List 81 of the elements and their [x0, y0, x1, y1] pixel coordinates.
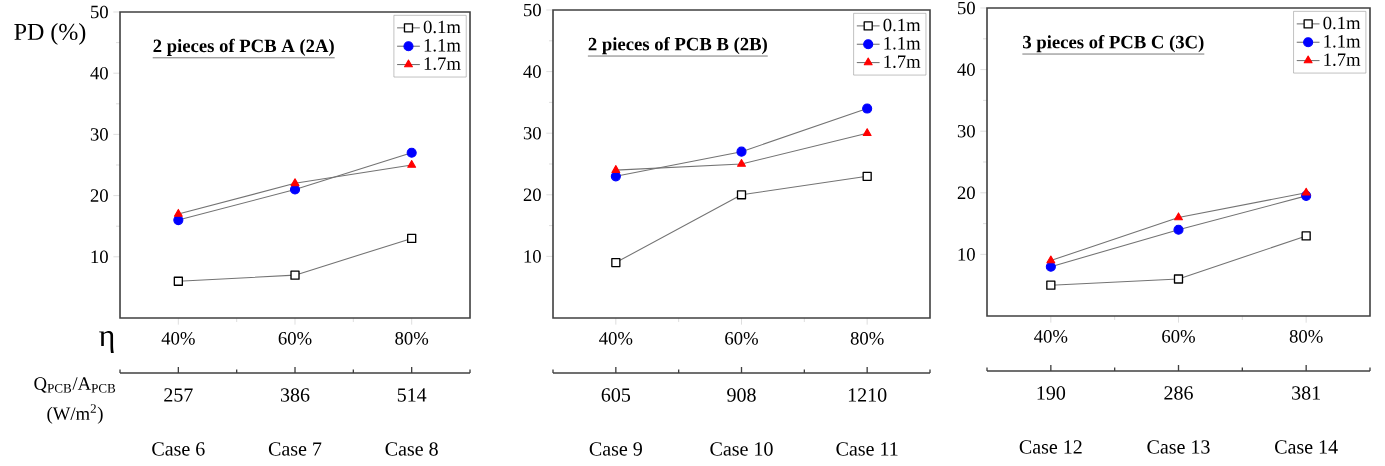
y-tick-label: 40 [523, 65, 541, 78]
y-tick-label: 30 [957, 124, 975, 138]
legend-label: 1.7m [1324, 53, 1361, 67]
text: Case 11 [836, 442, 898, 456]
text: Case 8 [385, 442, 438, 456]
legend-label: 1.7m [424, 57, 461, 70]
legend-label: 1.7m [884, 55, 921, 69]
text: 1210 [848, 388, 887, 402]
text: 908 [727, 388, 756, 402]
y-tick-label: 40 [957, 63, 975, 76]
point [1301, 231, 1311, 241]
y-tick-label: 30 [523, 126, 541, 140]
x-tick-label: 60% [725, 332, 758, 345]
x-tick-label: 80% [850, 332, 884, 345]
point [173, 208, 183, 217]
point [1174, 212, 1183, 221]
x-tick-label: 40% [599, 332, 633, 345]
x-tick-label: 80% [395, 332, 429, 345]
y-tick-label: 10 [524, 250, 541, 263]
point [1173, 274, 1184, 284]
text: 2 pieces of PCB B (2B) [588, 37, 767, 55]
x-tick-label: 80% [1289, 330, 1323, 343]
y-tick-label: 20 [523, 188, 541, 202]
text: 605 [601, 388, 631, 402]
y-tick-label: 50 [958, 1, 975, 15]
point [611, 165, 621, 173]
x-tick-label: 60% [1162, 330, 1195, 343]
point [737, 158, 746, 167]
y-tick-label: 30 [90, 128, 108, 141]
text: Case 13 [1147, 440, 1210, 454]
point [1301, 187, 1311, 196]
text: (W/m$^{2}$) [47, 404, 103, 424]
text: Case 9 [589, 442, 642, 456]
point [862, 171, 872, 181]
text: 381 [1292, 386, 1320, 400]
x-tick-label: 40% [1034, 330, 1068, 343]
point [862, 128, 872, 136]
text: 257 [164, 388, 193, 402]
point [173, 276, 184, 286]
point [862, 103, 873, 114]
text: 190 [1037, 386, 1066, 400]
y-axis-title: PD (%) [14, 23, 86, 45]
legend-label: 0.1m [1323, 16, 1361, 30]
text: 386 [280, 388, 310, 402]
legend-label: 0.1m [423, 20, 461, 34]
point [1046, 280, 1056, 290]
text: 2 pieces of PCB A (2A) [153, 38, 334, 56]
text: Case 10 [710, 442, 773, 456]
point [736, 190, 747, 200]
legend-label: 0.1m [883, 18, 921, 32]
point [406, 147, 417, 158]
y-tick-label: 20 [957, 186, 975, 200]
text: 514 [397, 388, 427, 402]
x-tick-label: 40% [161, 332, 195, 345]
legend-label: 1.1m [424, 39, 461, 52]
y-tick-label: 10 [958, 248, 975, 261]
y-tick-label: 40 [90, 66, 108, 80]
legend-label: 1.1m [884, 37, 921, 50]
text: Case 6 [152, 442, 205, 456]
text: Q$_{PCB}$/A$_{PCB}$ [34, 377, 116, 393]
point [290, 178, 300, 187]
x-tick-label: 60% [278, 332, 312, 345]
text: Case 7 [268, 442, 322, 456]
text: 3 pieces of PCB C (3C) [1023, 35, 1204, 53]
point [1045, 261, 1056, 272]
y-tick-label: 10 [91, 250, 108, 264]
text: Case 12 [1019, 440, 1082, 454]
y-tick-label: 20 [90, 189, 108, 202]
point [290, 270, 300, 280]
point [1173, 224, 1184, 235]
y-tick-label: 50 [91, 5, 108, 19]
point [1046, 255, 1056, 264]
point [407, 159, 417, 168]
x-axis-title: η [99, 331, 114, 353]
text: 286 [1164, 386, 1193, 400]
point [736, 146, 747, 157]
legend-label: 1.1m [1324, 35, 1361, 48]
text: Case 14 [1275, 440, 1338, 454]
y-tick-label: 50 [524, 3, 541, 17]
point [611, 257, 621, 268]
point [407, 233, 417, 244]
